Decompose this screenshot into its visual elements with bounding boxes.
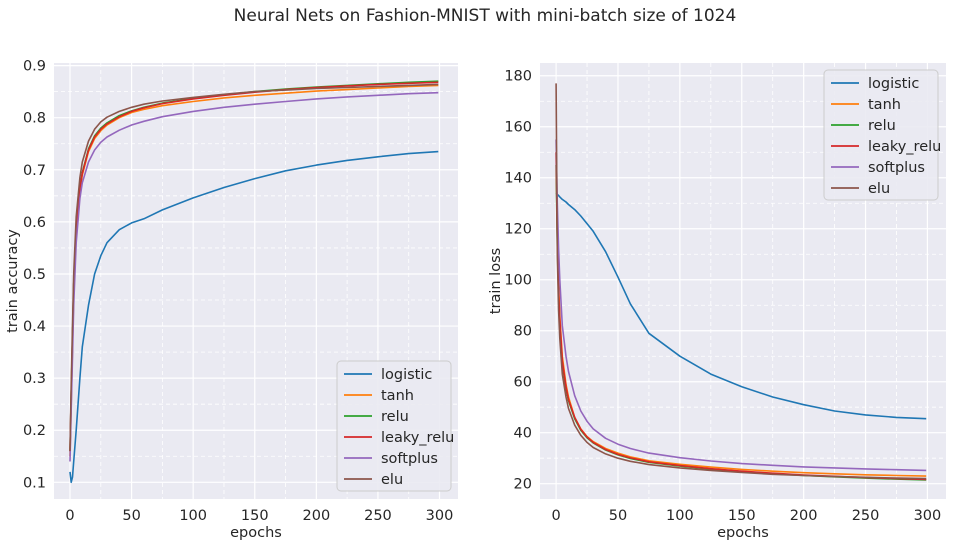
y-tick-label: 80	[514, 324, 532, 340]
y-tick-label: 0.4	[23, 319, 46, 335]
y-tick-label: 0.6	[23, 215, 46, 231]
y-tick-label: 0.8	[23, 111, 46, 127]
legend-label-logistic: logistic	[868, 76, 919, 92]
legend-label-elu: elu	[381, 472, 403, 488]
legend-label-logistic: logistic	[381, 367, 432, 383]
series-line-elu	[555, 83, 927, 480]
x-tick-label: 300	[914, 508, 942, 524]
legend-label-leaky_relu: leaky_relu	[868, 139, 941, 155]
legend-label-tanh: tanh	[868, 97, 901, 113]
x-tick-label: 300	[426, 508, 454, 524]
legend-label-leaky_relu: leaky_relu	[381, 430, 454, 446]
y-tick-label: 120	[504, 222, 532, 238]
y-tick-label: 180	[504, 69, 532, 85]
x-tick-label: 200	[303, 508, 331, 524]
x-tick-label: 0	[551, 508, 560, 524]
series-line-logistic	[555, 192, 927, 420]
x-tick-label: 0	[65, 508, 74, 524]
x-tick-label: 100	[179, 508, 207, 524]
series-line-elu	[69, 83, 439, 452]
y-tick-label: 100	[504, 273, 532, 289]
y-tick-label: 140	[504, 171, 532, 187]
y-tick-label: 160	[504, 120, 532, 136]
y-tick-label: 60	[514, 375, 532, 391]
legend-label-relu: relu	[868, 118, 896, 134]
x-axis-label: epochs	[717, 525, 769, 541]
y-tick-label: 0.1	[23, 475, 46, 491]
y-tick-label: 0.7	[23, 163, 46, 179]
loss-chart: 0 50 100 150 200 250 300 20 40 60 80 100 120 140 160 18…	[488, 63, 946, 541]
y-tick-label: 20	[514, 477, 532, 493]
accuracy-chart: 0 50 100 150 200 250 300 0.1 0.2 0.3 0.4 0.5 0.6 0.7 0…	[5, 59, 458, 541]
legend-label-relu: relu	[381, 409, 409, 425]
y-tick-label: 0.5	[23, 267, 46, 283]
legend-label-softplus: softplus	[868, 160, 925, 176]
legend-label-tanh: tanh	[381, 388, 414, 404]
series-line-softplus	[69, 91, 439, 462]
legend-label-softplus: softplus	[381, 451, 438, 467]
legend: logistic tanh relu leaky_relu softplus elu	[336, 360, 454, 492]
x-tick-label: 50	[609, 508, 627, 524]
figure-title: Neural Nets on Fashion-MNIST with mini-b…	[234, 6, 737, 26]
y-tick-label: 0.3	[23, 371, 46, 387]
y-tick-label: 0.2	[23, 423, 46, 439]
x-tick-label: 200	[790, 508, 818, 524]
y-tick-label: 0.9	[23, 59, 46, 75]
legend-label-elu: elu	[868, 181, 890, 197]
y-axis-label: train accuracy	[5, 229, 21, 333]
x-tick-label: 250	[364, 508, 392, 524]
x-tick-label: 150	[728, 508, 756, 524]
x-tick-label: 100	[666, 508, 694, 524]
y-axis-label: train loss	[488, 248, 504, 314]
series-line-softplus	[555, 139, 927, 472]
x-axis-label: epochs	[230, 525, 282, 541]
y-tick-label: 40	[514, 426, 532, 442]
x-tick-label: 250	[852, 508, 880, 524]
series-line-logistic	[69, 150, 439, 484]
x-tick-label: 50	[122, 508, 140, 524]
legend: logistic tanh relu leaky_relu softplus elu	[823, 69, 941, 201]
x-tick-label: 150	[241, 508, 269, 524]
